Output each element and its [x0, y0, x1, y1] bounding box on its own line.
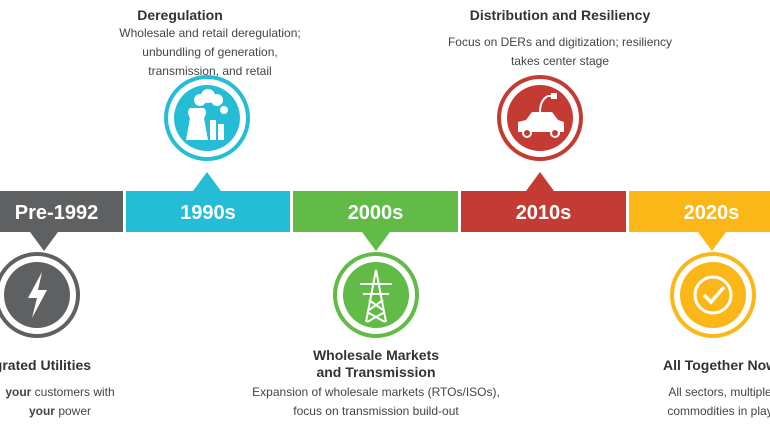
desc-line: focus on transmission build-out [293, 404, 459, 418]
desc-pre1992: your customers with your power [0, 383, 160, 421]
desc-line: All sectors, multiple [668, 385, 770, 399]
desc-line: your customers with [0, 383, 160, 402]
desc-2000s: Expansion of wholesale markets (RTOs/ISO… [226, 383, 526, 421]
title-2000s: Wholesale Markets and Transmission [276, 347, 476, 381]
power-plant-icon [164, 75, 250, 161]
emphasis: your [28, 404, 55, 418]
desc-line: unbundling of generation, [142, 45, 278, 59]
checkmark-icon [670, 252, 756, 338]
desc-line: transmission, and retail [148, 64, 272, 78]
title-line: Wholesale Markets [312, 347, 440, 363]
era-label-2000s: 2000s [293, 191, 458, 232]
emphasis: your [5, 385, 32, 399]
era-label-2010s: 2010s [461, 191, 626, 232]
title-2010s: Distribution and Resiliency [469, 7, 651, 23]
text: power [54, 404, 92, 418]
transmission-tower-icon [333, 252, 419, 338]
desc-line: Focus on DERs and digitization; resilien… [447, 35, 673, 49]
desc-line: Wholesale and retail deregulation; [119, 26, 301, 40]
desc-1990s: Wholesale and retail deregulation; unbun… [90, 24, 330, 81]
pointer-2020s [698, 232, 726, 251]
era-label-2020s: 2020s [629, 191, 770, 232]
title-line: and Transmission [316, 364, 436, 380]
text: customers with [31, 385, 115, 399]
desc-2020s: All sectors, multiple commodities in pla… [640, 383, 770, 421]
pointer-2000s [362, 232, 390, 251]
era-label-pre1992: Pre-1992 [0, 191, 123, 232]
electric-car-icon [497, 75, 583, 161]
desc-line: commodities in play [667, 404, 770, 418]
desc-line: Expansion of wholesale markets (RTOs/ISO… [252, 385, 500, 399]
desc-line: your power [0, 402, 160, 421]
pointer-pre1992 [30, 232, 58, 251]
pointer-2010s [526, 172, 554, 191]
title-1990s: Deregulation [137, 7, 223, 23]
era-label-1990s: 1990s [126, 191, 290, 232]
lightning-bolt-icon [0, 252, 80, 338]
desc-line: takes center stage [510, 54, 610, 68]
pointer-1990s [193, 172, 221, 191]
desc-2010s: Focus on DERs and digitization; resilien… [410, 33, 710, 71]
title-2020s: All Together Now [662, 357, 770, 373]
title-pre1992: Integrated Utilities [0, 357, 92, 373]
